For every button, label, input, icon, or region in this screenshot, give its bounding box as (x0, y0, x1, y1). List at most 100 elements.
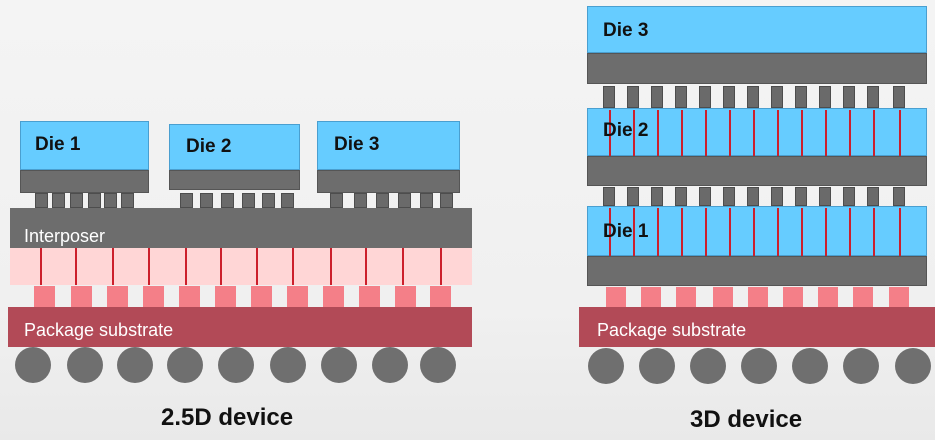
solder-ball (895, 348, 931, 384)
micro-bump (723, 187, 735, 206)
tsv-line (849, 208, 851, 256)
tsv-line (873, 110, 875, 156)
c4-bump (641, 287, 661, 307)
c4-bump (251, 286, 272, 307)
tsv-line (801, 110, 803, 156)
micro-bump (747, 187, 759, 206)
tsv-line (657, 110, 659, 156)
solder-ball (792, 348, 828, 384)
c4-bump (323, 286, 344, 307)
die-1-stack-label: Die 1 (603, 221, 649, 242)
micro-bump (420, 193, 433, 208)
tsv-line (633, 110, 635, 156)
micro-bump (88, 193, 101, 208)
die-2-stack-block (587, 108, 927, 156)
solder-ball (321, 347, 357, 383)
die-2-stack-base (587, 156, 927, 186)
micro-bump (651, 86, 663, 108)
tsv-line (705, 110, 707, 156)
micro-bump (603, 187, 615, 206)
micro-bump (747, 86, 759, 108)
c4-bump (71, 286, 92, 307)
micro-bump (771, 86, 783, 108)
c4-bump (783, 287, 803, 307)
c4-bump (889, 287, 909, 307)
micro-bump (893, 86, 905, 108)
tsv-line (777, 208, 779, 256)
solder-ball (218, 347, 254, 383)
left-substrate-label: Package substrate (24, 320, 174, 340)
tsv-line (148, 248, 150, 285)
die-3-stack-label: Die 3 (603, 20, 649, 41)
solder-ball (690, 348, 726, 384)
micro-bump (180, 193, 193, 208)
micro-bump (723, 86, 735, 108)
die-2-label: Die 2 (186, 136, 232, 157)
die-3-label: Die 3 (334, 134, 380, 155)
tsv-line (112, 248, 114, 285)
micro-bump (376, 193, 389, 208)
tsv-line (825, 110, 827, 156)
micro-bump (603, 86, 615, 108)
micro-bump (675, 86, 687, 108)
die-1-block (20, 121, 149, 170)
die-2-base (169, 170, 300, 190)
c4-bump (818, 287, 838, 307)
micro-bump (843, 86, 855, 108)
tsv-line (609, 110, 611, 156)
c4-bump (215, 286, 236, 307)
solder-ball (15, 347, 51, 383)
tsv-line (899, 110, 901, 156)
micro-bump (675, 187, 687, 206)
c4-bump (287, 286, 308, 307)
tsv-line (365, 248, 367, 285)
tsv-line (753, 208, 755, 256)
tsv-line (849, 110, 851, 156)
c4-bump (107, 286, 128, 307)
tsv-line (729, 110, 731, 156)
tsv-line (609, 208, 611, 256)
micro-bump (440, 193, 453, 208)
micro-bump (771, 187, 783, 206)
interposer-label: Interposer (24, 226, 106, 246)
micro-bump (354, 193, 367, 208)
interposer-via-layer (10, 248, 472, 285)
micro-bump (262, 193, 275, 208)
micro-bump (627, 187, 639, 206)
tsv-line (330, 248, 332, 285)
tsv-line (292, 248, 294, 285)
c4-bump (676, 287, 696, 307)
c4-bump (606, 287, 626, 307)
micro-bump (104, 193, 117, 208)
left-caption: 2.5D device (161, 404, 294, 431)
micro-bump (35, 193, 48, 208)
die-1-base (20, 170, 149, 193)
micro-bump (795, 187, 807, 206)
micro-bump (893, 187, 905, 206)
interposer (10, 208, 472, 248)
tsv-line (681, 110, 683, 156)
solder-ball (639, 348, 675, 384)
die-1-label: Die 1 (35, 134, 81, 155)
micro-bump (867, 86, 879, 108)
die-1-stack-block (587, 206, 927, 256)
tsv-line (440, 248, 442, 285)
micro-bump (52, 193, 65, 208)
tsv-line (777, 110, 779, 156)
solder-ball (420, 347, 456, 383)
tsv-line (185, 248, 187, 285)
right-caption: 3D device (690, 406, 803, 433)
micro-bump (121, 193, 134, 208)
c4-bump (143, 286, 164, 307)
micro-bump (330, 193, 343, 208)
tsv-line (705, 208, 707, 256)
c4-bump (748, 287, 768, 307)
die-2-block (169, 124, 300, 170)
micro-bump (200, 193, 213, 208)
micro-bump (699, 86, 711, 108)
tsv-line (402, 248, 404, 285)
solder-ball (372, 347, 408, 383)
micro-bump (627, 86, 639, 108)
micro-bump (867, 187, 879, 206)
tsv-line (75, 248, 77, 285)
